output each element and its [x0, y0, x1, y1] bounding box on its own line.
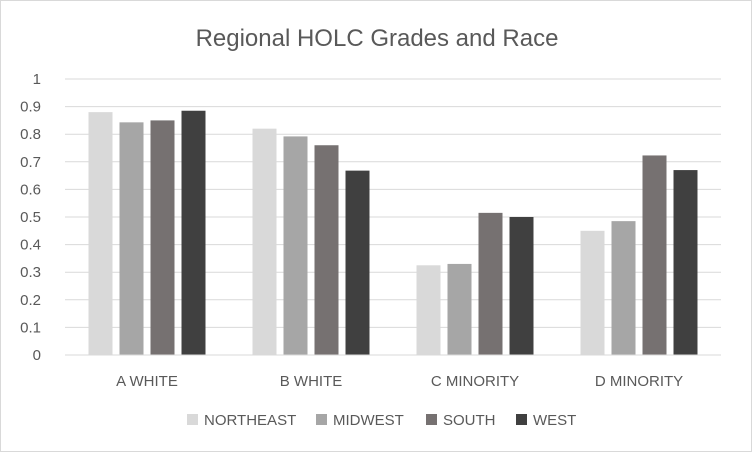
bar-south-3: [642, 155, 667, 355]
y-tick-label: 0.7: [20, 154, 41, 171]
legend-label-midwest: MIDWEST: [333, 412, 404, 429]
y-tick-label: 0.1: [20, 319, 41, 336]
bar-west-0: [181, 110, 206, 356]
y-tick-label: 0.8: [20, 126, 41, 143]
x-axis: A WHITE B WHITE C MINORITY D MINORITY: [65, 354, 721, 390]
legend-swatch-south: [426, 414, 437, 425]
bar-midwest-1: [283, 136, 308, 355]
bar-west-3: [673, 170, 698, 355]
legend-swatch-west: [516, 414, 527, 425]
bar-south-0: [150, 120, 175, 356]
bar-west-2: [509, 217, 534, 355]
bar-northeast-3: [580, 230, 605, 355]
bar-midwest-2: [447, 263, 472, 355]
y-tick-label: 1: [33, 71, 41, 88]
bar-west-1: [345, 170, 370, 355]
y-axis-ticks: 0 0.1 0.2 0.3 0.4 0.5 0.6 0.7 0.8 0.9 1: [20, 71, 41, 364]
legend-label-south: SOUTH: [443, 412, 496, 429]
bars: [88, 110, 698, 356]
bar-northeast-2: [416, 265, 441, 355]
x-category-label: B WHITE: [280, 373, 343, 390]
bar-south-2: [478, 212, 503, 355]
chart-title: Regional HOLC Grades and Race: [196, 25, 559, 52]
y-tick-label: 0.5: [20, 209, 41, 226]
bar-midwest-3: [611, 221, 636, 355]
legend-label-west: WEST: [533, 412, 576, 429]
y-tick-label: 0.6: [20, 181, 41, 198]
bar-south-1: [314, 145, 339, 355]
bar-northeast-1: [252, 128, 277, 355]
x-category-label: C MINORITY: [431, 373, 519, 390]
x-category-label: A WHITE: [116, 373, 178, 390]
legend-swatch-midwest: [316, 414, 327, 425]
bar-northeast-0: [88, 112, 113, 356]
y-tick-label: 0.4: [20, 237, 41, 254]
x-category-label: D MINORITY: [595, 373, 683, 390]
y-tick-label: 0: [33, 347, 41, 364]
bar-midwest-0: [119, 122, 144, 355]
legend: NORTHEAST MIDWEST SOUTH WEST: [187, 412, 576, 429]
legend-swatch-northeast: [187, 414, 198, 425]
y-tick-label: 0.9: [20, 99, 41, 116]
y-tick-label: 0.2: [20, 292, 41, 309]
legend-label-northeast: NORTHEAST: [204, 412, 296, 429]
y-tick-label: 0.3: [20, 264, 41, 281]
